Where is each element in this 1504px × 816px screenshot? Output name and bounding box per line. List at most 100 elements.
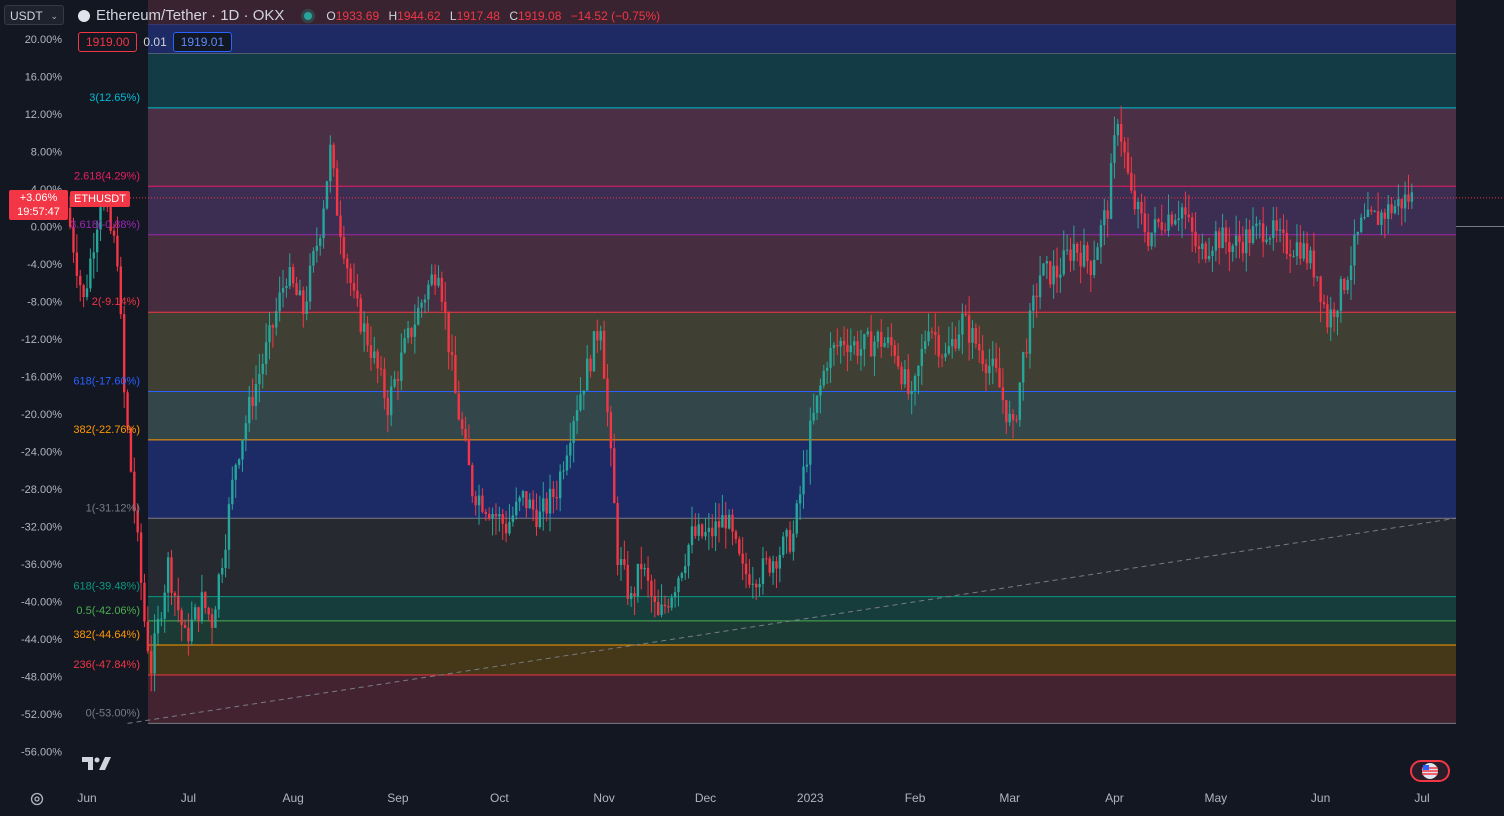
- candle-body: [751, 583, 755, 585]
- candle-body: [68, 207, 72, 227]
- candle-body: [508, 521, 511, 534]
- y-axis[interactable]: 20.00%16.00%12.00%8.00%4.00%0.00%-4.00%-…: [21, 34, 62, 759]
- candle-body: [978, 343, 981, 351]
- candle-body: [592, 331, 596, 372]
- candle-body: [782, 536, 785, 555]
- candle-body: [427, 284, 430, 300]
- x-tick-label: Sep: [387, 791, 409, 805]
- candle-body: [890, 337, 893, 346]
- candle-body: [1116, 124, 1120, 136]
- bar-countdown: 19:57:47: [17, 206, 60, 218]
- fib-level-label: 3.618(-0.88%): [70, 219, 140, 231]
- y-tick-label: 16.00%: [25, 72, 63, 84]
- currency-select[interactable]: USDT ⌄: [4, 5, 64, 25]
- candle-body: [829, 348, 832, 368]
- candle-body: [1130, 172, 1133, 191]
- candle-body: [1082, 245, 1086, 267]
- candle-body: [1015, 419, 1018, 421]
- trade-panel: 1919.00 0.01 1919.01: [78, 32, 233, 52]
- gear-icon[interactable]: [29, 791, 45, 807]
- sell-button[interactable]: 1919.00: [78, 32, 138, 52]
- candle-body: [880, 331, 883, 347]
- candle-body: [694, 526, 697, 536]
- fib-band-top: [148, 0, 1456, 25]
- candle-body: [433, 274, 437, 286]
- candle-body: [636, 563, 640, 597]
- fib-level-label: 236(-47.84%): [73, 659, 140, 671]
- fib-level-label: 1(-31.12%): [86, 502, 140, 514]
- candle-body: [1312, 250, 1316, 278]
- candle-body: [217, 574, 221, 610]
- candle-body: [1052, 265, 1055, 285]
- y-tick-label: -48.00%: [21, 672, 62, 684]
- x-tick-label: 2023: [797, 791, 824, 805]
- candle-body: [325, 181, 329, 209]
- candle-body: [393, 379, 396, 387]
- candle-body: [1096, 247, 1099, 260]
- candle-body: [1180, 207, 1184, 219]
- candle-body: [1190, 217, 1194, 232]
- buy-button[interactable]: 1919.01: [172, 32, 233, 52]
- candle-body: [457, 393, 460, 420]
- candle-body: [1390, 204, 1393, 214]
- candle-body: [180, 610, 183, 625]
- fib-level-label: 0(-53.00%): [86, 707, 140, 719]
- y-tick-label: -20.00%: [21, 409, 62, 421]
- candle-body: [616, 503, 619, 566]
- candle-body: [332, 144, 335, 169]
- x-tick-label: Jun: [77, 791, 96, 805]
- candle-body: [1336, 310, 1339, 318]
- candle-body: [690, 526, 694, 545]
- candle-body: [660, 604, 663, 616]
- candle-body: [322, 208, 325, 239]
- trend-line-segment: [127, 517, 1456, 724]
- candle-body: [640, 563, 643, 570]
- candle-body: [72, 226, 75, 253]
- candle-body: [1089, 261, 1092, 276]
- candle-body: [1032, 295, 1035, 311]
- candle-body: [758, 584, 761, 588]
- candle-body: [954, 339, 957, 349]
- candle-body: [143, 582, 146, 622]
- candle-body: [521, 491, 525, 498]
- candle-body: [136, 510, 139, 533]
- candle-body: [623, 559, 626, 565]
- fib-band: [148, 312, 1456, 392]
- candle-body: [99, 207, 102, 230]
- candle-body: [1373, 211, 1376, 213]
- candle-body: [1106, 210, 1109, 219]
- candle-body: [173, 592, 177, 596]
- candle-body: [281, 288, 285, 293]
- candle-body: [704, 532, 707, 537]
- fib-band: [148, 53, 1456, 108]
- candle-body: [356, 290, 359, 299]
- candle-body: [417, 307, 420, 325]
- candle-body: [1224, 227, 1228, 243]
- candle-body: [1163, 229, 1167, 231]
- y-tick-label: -40.00%: [21, 597, 62, 609]
- candle-body: [166, 557, 170, 593]
- candle-body: [460, 419, 464, 430]
- candle-body: [467, 438, 471, 466]
- candle-body: [498, 514, 501, 517]
- candle-body: [244, 423, 248, 441]
- candle-body: [792, 533, 795, 552]
- candle-body: [886, 337, 890, 344]
- tradingview-logo-icon: [82, 757, 111, 770]
- candle-body: [379, 368, 383, 370]
- us-flag-icon[interactable]: [1410, 760, 1450, 782]
- candle-body: [1370, 209, 1373, 212]
- candle-body: [673, 592, 677, 598]
- candle-body: [1147, 232, 1150, 247]
- x-axis[interactable]: Jun Jul Aug Sep Oct Nov Dec 2023 Feb Mar Apr May Jun…: [77, 791, 1429, 805]
- chevron-down-icon: ⌄: [50, 11, 58, 21]
- candles: [68, 105, 1414, 692]
- candle-body: [670, 597, 673, 608]
- candle-body: [170, 557, 173, 593]
- candle-body: [1025, 352, 1028, 354]
- candle-body: [629, 593, 633, 599]
- candle-body: [839, 340, 842, 347]
- candle-body: [339, 215, 342, 237]
- candle-body: [744, 563, 748, 575]
